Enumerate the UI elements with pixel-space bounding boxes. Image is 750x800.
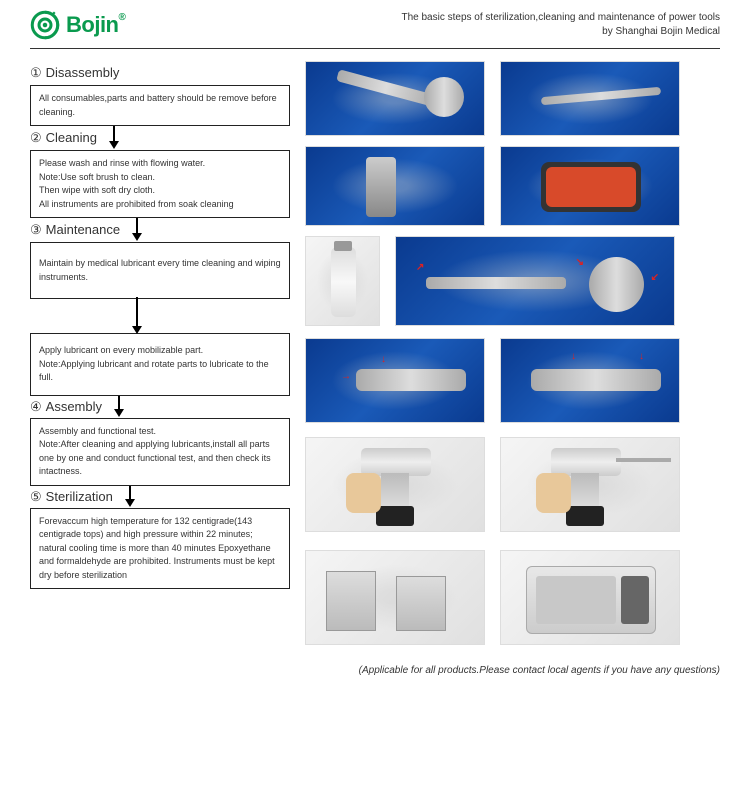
photo-sterilization-1 bbox=[305, 550, 485, 645]
image-row-3: ↗ ↘ ↙ bbox=[305, 236, 720, 326]
image-row-1 bbox=[305, 61, 720, 136]
step-num-3: ③ bbox=[30, 222, 42, 238]
image-row-4: → ↓ ↓ ↓ bbox=[305, 338, 720, 423]
step-2-title: ② Cleaning bbox=[30, 130, 97, 146]
step-num-5: ⑤ bbox=[30, 489, 42, 505]
divider bbox=[30, 48, 720, 49]
arrow-icon bbox=[123, 486, 137, 508]
arrow-icon bbox=[107, 126, 121, 150]
image-row-2 bbox=[305, 146, 720, 226]
logo-icon bbox=[30, 10, 60, 40]
step-3-title: ③ Maintenance bbox=[30, 222, 120, 238]
brand-name: Bojin® bbox=[66, 12, 125, 38]
title-line-1: The basic steps of sterilization,cleanin… bbox=[401, 11, 720, 25]
step-3b-box: Apply lubricant on every mobilizable par… bbox=[30, 333, 290, 396]
photo-cleaning-1 bbox=[305, 146, 485, 226]
header: Bojin® The basic steps of sterilization,… bbox=[30, 10, 720, 40]
images-column: ↗ ↘ ↙ → ↓ ↓ ↓ bbox=[305, 61, 720, 655]
photo-disassembly-2 bbox=[500, 61, 680, 136]
step-2-box: Please wash and rinse with flowing water… bbox=[30, 150, 290, 218]
arrow-icon bbox=[130, 218, 144, 242]
photo-disassembly-1 bbox=[305, 61, 485, 136]
photo-assembly-1 bbox=[305, 437, 485, 532]
content: ① Disassembly All consumables,parts and b… bbox=[30, 61, 720, 655]
doc-title: The basic steps of sterilization,cleanin… bbox=[401, 11, 720, 39]
title-line-2: by Shanghai Bojin Medical bbox=[401, 25, 720, 39]
photo-lubricate-1: → ↓ bbox=[305, 338, 485, 423]
arrow-icon bbox=[130, 297, 144, 335]
step-num-2: ② bbox=[30, 130, 42, 146]
photo-assembly-2 bbox=[500, 437, 680, 532]
image-row-5 bbox=[305, 437, 720, 532]
photo-cleaning-2 bbox=[500, 146, 680, 226]
step-label-1: Disassembly bbox=[46, 65, 120, 80]
step-3-box: Maintain by medical lubricant every time… bbox=[30, 242, 290, 299]
step-num-1: ① bbox=[30, 65, 42, 81]
step-label-2: Cleaning bbox=[46, 130, 97, 145]
step-num-4: ④ bbox=[30, 399, 42, 415]
step-label-5: Sterilization bbox=[46, 489, 113, 504]
image-row-6 bbox=[305, 550, 720, 645]
step-5-title: ⑤ Sterilization bbox=[30, 489, 113, 505]
steps-column: ① Disassembly All consumables,parts and b… bbox=[30, 61, 290, 655]
logo: Bojin® bbox=[30, 10, 125, 40]
step-5-box: Forevaccum high temperature for 132 cent… bbox=[30, 508, 290, 590]
photo-maintenance: ↗ ↘ ↙ bbox=[395, 236, 675, 326]
photo-lubricant-bottle bbox=[305, 236, 380, 326]
footer-note: (Applicable for all products.Please cont… bbox=[30, 665, 720, 676]
step-1-title: ① Disassembly bbox=[30, 65, 290, 81]
step-1-box: All consumables,parts and battery should… bbox=[30, 85, 290, 126]
photo-lubricate-2: ↓ ↓ bbox=[500, 338, 680, 423]
step-4-title: ④ Assembly bbox=[30, 399, 102, 415]
step-label-3: Maintenance bbox=[46, 222, 120, 237]
step-4-box: Assembly and functional test. Note:After… bbox=[30, 418, 290, 486]
arrow-icon bbox=[112, 396, 126, 418]
step-label-4: Assembly bbox=[46, 399, 102, 414]
photo-sterilization-2 bbox=[500, 550, 680, 645]
